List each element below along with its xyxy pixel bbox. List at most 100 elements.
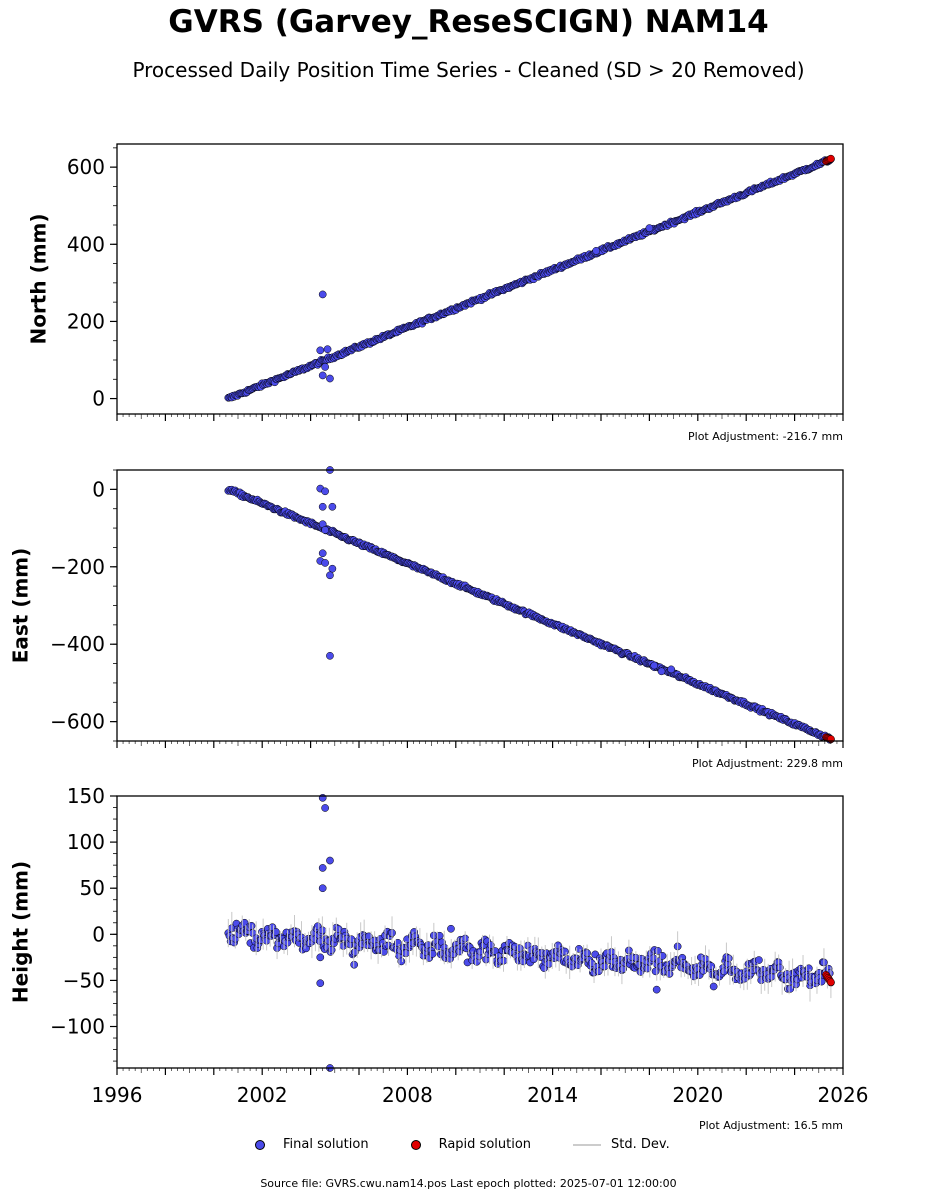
final-point [561,947,569,956]
final-point-outlier [318,793,327,802]
final-point [709,982,718,991]
data-series-final [224,793,835,1072]
y-axis-label: Height (mm) [9,861,33,1003]
y-tick-label: 0 [92,922,105,946]
y-tick-label: 100 [67,830,105,854]
y-tick-label: −100 [50,1015,105,1039]
final-point [755,956,763,964]
final-point-outlier [328,564,337,573]
final-point [643,964,652,973]
final-point [327,946,336,954]
final-point-outlier [323,345,332,354]
data-series-final [224,155,835,402]
page-subtitle: Processed Daily Position Time Series - C… [132,58,805,82]
final-point-outlier [321,804,329,812]
y-tick-label: 400 [67,232,105,256]
final-point-outlier [326,571,334,580]
y-axis-label: East (mm) [9,548,33,664]
final-point-outlier [318,502,327,511]
legend: Final solution Rapid solution Std. Dev. [255,1137,712,1152]
legend-std-label: Std. Dev. [611,1137,670,1152]
legend-std: Std. Dev. [573,1137,670,1152]
rapid-point [827,154,835,163]
chart-panel-2: 0 −200 −400 −600 East (mm) Plot Adjustment: 2… [0,430,844,781]
final-point-outlier [318,884,327,893]
final-point [651,967,660,976]
final-point [804,964,813,973]
final-point [594,967,603,976]
chart-panel-1: 0 200 400 600 North (mm) Plot Adjustment: -21… [0,104,844,454]
data-series-rapid [822,154,835,166]
final-point-outlier [650,661,659,670]
final-point-outlier [645,224,654,232]
final-point-outlier [321,487,329,496]
final-point-outlier [321,559,329,567]
final-point [393,938,402,947]
chart-panel-3: 150 100 50 0 −50 −100 1996 2002 2008 2014 2020 2026… [0,756,868,1132]
final-point-outlier [667,665,676,674]
final-point [575,945,583,953]
final-point-outlier [447,924,455,933]
final-point-outlier [318,290,327,299]
final-point-outlier [316,979,325,988]
final-point-outlier [318,864,327,872]
plot-frame [116,143,844,415]
final-point [654,947,662,955]
final-point [724,954,733,963]
final-point-outlier [652,985,661,994]
x-tick-label: 2026 [818,1083,869,1107]
y-tick-label: 200 [67,309,105,333]
final-point-outlier [321,526,329,534]
y-axis-label: North (mm) [27,213,51,344]
final-point-outlier [592,246,601,255]
final-point-outlier [326,856,334,865]
x-tick-label: 2002 [237,1083,288,1107]
std-line-icon [573,1143,602,1146]
final-point [775,963,784,972]
final-point [786,984,795,993]
final-point-outlier [328,502,337,511]
final-point-outlier [321,363,329,371]
final-point [397,957,406,966]
y-tick-label: −400 [50,632,105,656]
final-point-outlier [318,549,327,558]
final-point [587,959,596,968]
clip-mask-left [0,756,117,1108]
y-tick-label: 150 [67,784,105,808]
final-point-outlier [657,667,666,676]
plot-adjustment-label: Plot Adjustment: 16.5 mm [699,1119,843,1132]
x-tick-label: 2020 [672,1083,723,1107]
y-tick-label: 50 [80,876,105,900]
y-tick-label: −200 [50,555,105,579]
final-point-outlier [326,374,334,383]
final-point [817,977,826,986]
data-series-rapid [822,971,835,987]
x-tick-label: 2014 [527,1083,578,1107]
y-tick-label: 600 [67,155,105,179]
final-point [515,944,524,953]
data-series-final [224,466,835,744]
footer-source: Source file: GVRS.cwu.nam14.pos Last epo… [260,1177,677,1190]
final-point-outlier [318,371,327,380]
y-tick-label: −600 [50,710,105,734]
legend-final: Final solution [255,1137,369,1152]
final-point-outlier [316,346,325,355]
final-point [272,928,280,936]
rapid-point [827,978,835,987]
page-title: GVRS (Garvey_ReseSCIGN) NAM14 [168,4,769,40]
plot-adjustment-label: Plot Adjustment: 229.8 mm [692,757,843,770]
final-point [707,962,716,970]
clip-mask-left [0,104,117,454]
x-tick-label: 1996 [92,1083,143,1107]
legend-rapid: Rapid solution [410,1137,532,1152]
clip-mask-left [0,430,117,781]
final-marker-icon [255,1139,265,1150]
plot-adjustment-label: Plot Adjustment: -216.7 mm [688,430,843,443]
x-tick-label: 2008 [382,1083,433,1107]
y-tick-label: 0 [92,387,105,411]
final-point-outlier [316,953,325,962]
y-tick-label: −50 [63,968,105,992]
legend-rapid-label: Rapid solution [438,1137,532,1152]
final-point [658,952,667,960]
